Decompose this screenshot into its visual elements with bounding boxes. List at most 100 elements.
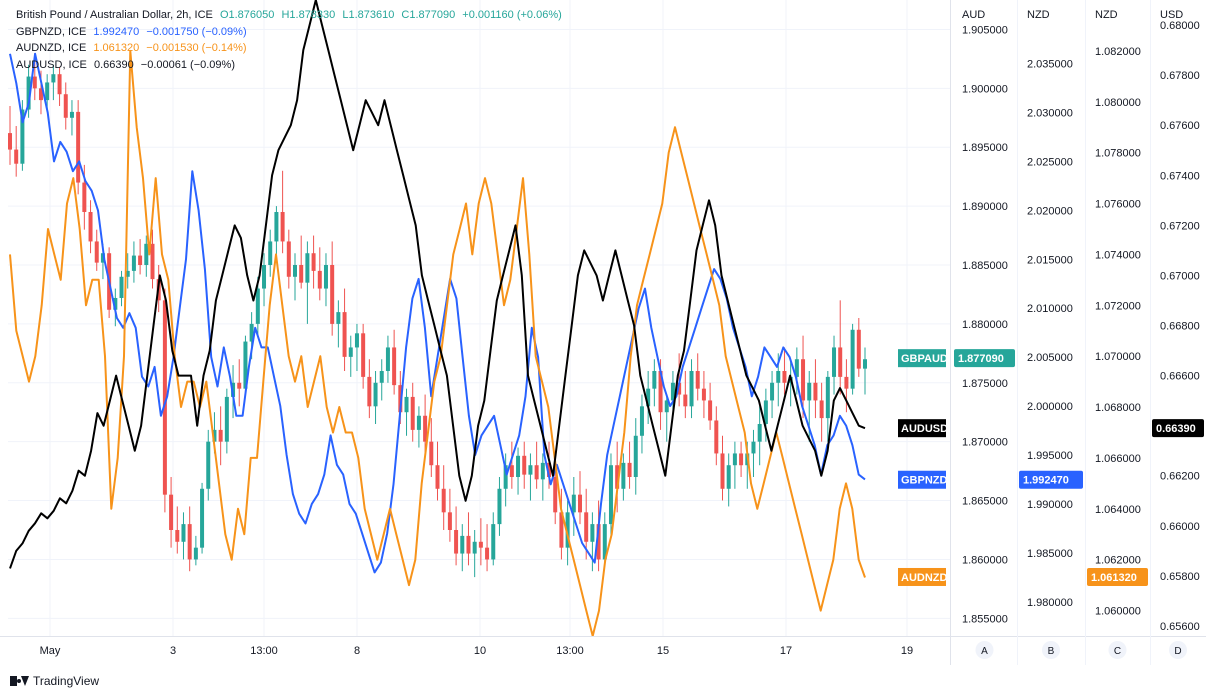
candle-body[interactable] xyxy=(8,133,12,150)
candle-body[interactable] xyxy=(714,420,719,454)
candle-body[interactable] xyxy=(596,524,601,560)
candle-body[interactable] xyxy=(739,453,744,466)
candle-body[interactable] xyxy=(51,74,56,83)
candle-body[interactable] xyxy=(311,253,316,271)
series-line-gbpnzd[interactable] xyxy=(9,52,866,574)
candle-body[interactable] xyxy=(652,371,657,389)
candle-body[interactable] xyxy=(293,265,297,277)
candle-body[interactable] xyxy=(670,382,675,401)
candle-body[interactable] xyxy=(125,270,130,277)
candle-body[interactable] xyxy=(187,524,192,560)
candle-body[interactable] xyxy=(757,424,762,442)
candle-body[interactable] xyxy=(416,415,421,430)
series-line-audnzd[interactable] xyxy=(9,49,866,637)
candle-body[interactable] xyxy=(454,530,459,554)
candle-body[interactable] xyxy=(280,212,285,242)
candle-body[interactable] xyxy=(726,465,731,489)
candle-body[interactable] xyxy=(354,333,359,348)
candle-body[interactable] xyxy=(732,453,737,466)
candle-body[interactable] xyxy=(38,88,43,101)
candle-body[interactable] xyxy=(63,94,68,118)
candle-body[interactable] xyxy=(113,297,118,310)
candle-body[interactable] xyxy=(429,441,434,466)
candle-body[interactable] xyxy=(720,453,725,489)
candle-body[interactable] xyxy=(751,441,756,454)
candle-body[interactable] xyxy=(844,376,849,389)
candle-body[interactable] xyxy=(262,265,267,289)
candle-body[interactable] xyxy=(82,182,87,212)
candle-body[interactable] xyxy=(94,241,99,263)
candle-body[interactable] xyxy=(317,270,322,289)
candle-body[interactable] xyxy=(175,530,180,542)
candle-body[interactable] xyxy=(770,382,775,401)
candle-body[interactable] xyxy=(664,400,669,413)
candle-body[interactable] xyxy=(491,524,496,560)
candle-body[interactable] xyxy=(540,462,545,480)
candle-body[interactable] xyxy=(342,312,347,357)
candle-body[interactable] xyxy=(763,400,768,424)
candle-body[interactable] xyxy=(534,465,539,480)
candle-body[interactable] xyxy=(435,465,440,489)
candle-body[interactable] xyxy=(20,109,25,164)
last-value-tag-gbpaud[interactable]: GBPAUD 1.877090 xyxy=(898,349,1015,368)
candle-body[interactable] xyxy=(627,462,632,477)
candle-body[interactable] xyxy=(850,329,855,389)
candle-body[interactable] xyxy=(695,371,700,389)
candle-body[interactable] xyxy=(243,341,248,389)
candle-body[interactable] xyxy=(398,385,403,413)
legend-audnzd[interactable]: AUDNZD, ICE 1.061320 −0.001530 (−0.14%) xyxy=(16,40,562,57)
candle-body[interactable] xyxy=(299,265,304,283)
candle-body[interactable] xyxy=(392,347,397,386)
candle-body[interactable] xyxy=(274,212,279,242)
candle-body[interactable] xyxy=(565,512,570,548)
candle-body[interactable] xyxy=(162,300,167,495)
candle-body[interactable] xyxy=(813,382,818,401)
candle-body[interactable] xyxy=(571,494,576,513)
candle-body[interactable] xyxy=(286,241,291,277)
candle-body[interactable] xyxy=(410,396,415,430)
candle-body[interactable] xyxy=(509,465,514,477)
candle-body[interactable] xyxy=(131,255,136,271)
candle-body[interactable] xyxy=(404,396,409,413)
candle-body[interactable] xyxy=(14,149,19,164)
scale-button-b[interactable] xyxy=(1042,641,1060,659)
candle-body[interactable] xyxy=(701,388,706,401)
candle-body[interactable] xyxy=(218,429,223,442)
candle-body[interactable] xyxy=(200,488,205,548)
candle-body[interactable] xyxy=(782,371,787,383)
candle-body[interactable] xyxy=(379,371,384,383)
last-value-tag-audusd[interactable]: AUDUSD 0.66390 xyxy=(898,419,1204,438)
candle-body[interactable] xyxy=(689,371,694,407)
candle-body[interactable] xyxy=(615,465,620,489)
scale-button-c[interactable] xyxy=(1108,641,1127,659)
candle-body[interactable] xyxy=(336,312,341,324)
candle-body[interactable] xyxy=(26,76,31,110)
candle-body[interactable] xyxy=(169,494,174,530)
series-line-audusd[interactable] xyxy=(9,0,866,569)
candle-body[interactable] xyxy=(602,524,607,560)
candle-body[interactable] xyxy=(268,241,273,265)
candle-body[interactable] xyxy=(559,512,564,548)
candle-body[interactable] xyxy=(88,212,93,242)
candle-body[interactable] xyxy=(466,535,471,554)
candle-body[interactable] xyxy=(138,255,143,265)
candle-body[interactable] xyxy=(863,359,867,369)
candle-body[interactable] xyxy=(683,394,688,407)
candle-body[interactable] xyxy=(807,382,812,401)
candle-body[interactable] xyxy=(385,347,390,371)
candle-body[interactable] xyxy=(485,547,490,560)
candle-body[interactable] xyxy=(69,111,74,118)
legend-gbpnzd[interactable]: GBPNZD, ICE 1.992470 −0.001750 (−0.09%) xyxy=(16,24,562,41)
candle-body[interactable] xyxy=(503,465,508,489)
candle-body[interactable] xyxy=(237,382,242,389)
candle-body[interactable] xyxy=(522,455,527,475)
candle-body[interactable] xyxy=(32,76,37,89)
candle-body[interactable] xyxy=(76,111,81,183)
candle-body[interactable] xyxy=(584,512,589,542)
candle-body[interactable] xyxy=(639,406,644,436)
candle-body[interactable] xyxy=(144,243,149,265)
candle-body[interactable] xyxy=(578,494,582,513)
scale-button-a[interactable] xyxy=(975,641,994,659)
